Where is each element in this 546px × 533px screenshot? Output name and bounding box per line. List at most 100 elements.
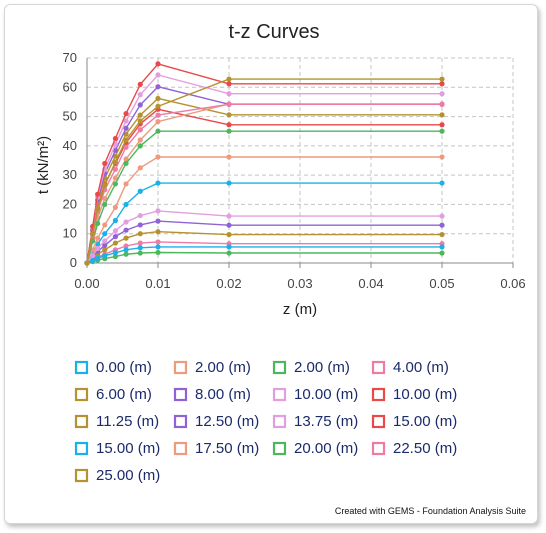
data-point xyxy=(123,201,129,208)
data-point xyxy=(84,260,90,266)
legend-item[interactable]: 17.50 (m) xyxy=(173,440,259,457)
chart-title: t-z Curves xyxy=(228,21,319,43)
legend-item[interactable]: 13.75 (m) xyxy=(272,413,358,430)
x-tick-label: 0.03 xyxy=(287,276,312,291)
data-point xyxy=(95,245,101,251)
legend-item[interactable]: 12.50 (m) xyxy=(173,413,259,430)
data-point xyxy=(102,182,108,188)
y-tick-label: 0 xyxy=(70,255,77,270)
data-point xyxy=(102,201,108,208)
series-line xyxy=(86,230,442,264)
legend-label: 22.50 (m) xyxy=(393,440,457,457)
legend-label: 10.00 (m) xyxy=(294,386,358,403)
legend-item[interactable]: 2.00 (m) xyxy=(173,359,251,376)
legend-swatch xyxy=(371,414,386,429)
legend-label: 15.00 (m) xyxy=(96,440,160,457)
data-point xyxy=(226,76,232,82)
y-tick-label: 10 xyxy=(63,226,77,241)
legend-item[interactable]: 22.50 (m) xyxy=(371,440,457,457)
series-line xyxy=(86,63,442,264)
data-point xyxy=(226,231,232,238)
legend-item[interactable]: 20.00 (m) xyxy=(272,440,358,457)
legend-swatch xyxy=(272,414,287,429)
data-point xyxy=(137,127,143,133)
series-17 xyxy=(84,76,445,266)
legend-item[interactable]: 10.00 (m) xyxy=(371,386,457,403)
legend-item[interactable]: 4.00 (m) xyxy=(371,359,449,376)
data-point xyxy=(226,101,232,107)
data-point xyxy=(439,180,445,186)
data-point xyxy=(137,245,143,251)
data-point xyxy=(123,181,129,187)
data-point xyxy=(102,160,108,167)
series-line xyxy=(86,156,442,264)
data-point xyxy=(155,244,161,250)
x-tick-label: 0.04 xyxy=(358,276,383,291)
legend-label: 15.00 (m) xyxy=(393,413,457,430)
y-tick-label: 60 xyxy=(63,79,77,94)
data-point xyxy=(123,131,129,137)
data-point xyxy=(155,249,161,256)
series-15 xyxy=(84,128,445,266)
legend-label: 13.75 (m) xyxy=(294,413,358,430)
credit-text: Created with GEMS - Foundation Analysis … xyxy=(335,506,526,516)
data-point xyxy=(137,81,143,87)
data-point xyxy=(439,154,445,160)
data-point xyxy=(439,76,445,82)
data-point xyxy=(137,240,143,246)
x-tick-label: 0.05 xyxy=(429,276,454,291)
axes: 0 10 20 30 40 50 60 70 0.00 0.01 0.02 0.03 0.04 0.05 0… xyxy=(63,50,526,291)
data-point xyxy=(137,231,143,237)
data-point xyxy=(102,195,108,202)
legend-swatch xyxy=(272,387,287,402)
x-tick-label: 0.02 xyxy=(216,276,241,291)
y-tick-label: 20 xyxy=(63,196,77,211)
data-point xyxy=(112,166,118,172)
data-point xyxy=(123,125,129,131)
series-line xyxy=(86,103,442,264)
legend-label: 4.00 (m) xyxy=(393,359,449,376)
data-point xyxy=(439,213,445,219)
y-tick-label: 70 xyxy=(63,50,77,65)
legend-item[interactable]: 15.00 (m) xyxy=(74,440,160,457)
data-point xyxy=(226,244,232,250)
data-point xyxy=(439,231,445,238)
legend[interactable]: 0.00 (m) 2.00 (m) 2.00 (m) 4.00 (m) 6.00 (m)… xyxy=(74,359,457,484)
legend-item[interactable]: 8.00 (m) xyxy=(173,386,251,403)
data-point xyxy=(226,250,232,256)
data-point xyxy=(123,219,129,225)
legend-item[interactable]: 11.25 (m) xyxy=(74,413,159,430)
legend-label: 0.00 (m) xyxy=(96,359,152,376)
data-point xyxy=(90,231,96,237)
data-point xyxy=(137,212,143,219)
data-point xyxy=(439,91,445,97)
data-point xyxy=(112,135,118,142)
legend-item[interactable]: 25.00 (m) xyxy=(74,467,160,484)
data-point xyxy=(102,238,108,244)
data-point xyxy=(155,154,161,160)
data-point xyxy=(155,218,161,224)
legend-item[interactable]: 0.00 (m) xyxy=(74,359,152,376)
legend-swatch xyxy=(74,360,89,375)
data-point xyxy=(226,222,232,228)
legend-item[interactable]: 2.00 (m) xyxy=(272,359,350,376)
legend-item[interactable]: 10.00 (m) xyxy=(272,386,358,403)
data-point xyxy=(112,175,118,181)
data-point xyxy=(137,165,143,171)
y-tick-label: 30 xyxy=(63,167,77,182)
legend-label: 25.00 (m) xyxy=(96,467,160,484)
data-point xyxy=(439,222,445,228)
data-point xyxy=(226,112,232,118)
legend-item[interactable]: 6.00 (m) xyxy=(74,386,152,403)
legend-item[interactable]: 15.00 (m) xyxy=(371,413,457,430)
legend-swatch xyxy=(371,387,386,402)
legend-swatch xyxy=(74,414,89,429)
legend-label: 6.00 (m) xyxy=(96,386,152,403)
data-point xyxy=(155,229,161,235)
series-13 xyxy=(84,244,445,266)
data-point xyxy=(137,222,143,228)
data-point xyxy=(123,235,129,241)
data-point xyxy=(102,242,108,249)
data-point xyxy=(155,118,161,125)
